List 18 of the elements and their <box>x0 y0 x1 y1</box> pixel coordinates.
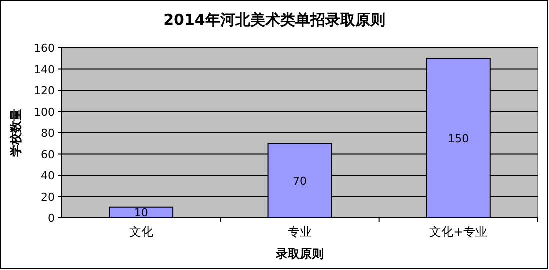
y-tick-label: 160 <box>34 42 55 55</box>
data-label: 70 <box>293 174 307 188</box>
y-tick-label: 0 <box>48 212 55 225</box>
y-tick-label: 60 <box>41 148 55 162</box>
x-tick-label: 文化+专业 <box>430 225 488 239</box>
chart-title: 2014年河北美术类单招录取原则 <box>164 11 386 29</box>
data-label: 10 <box>134 206 148 220</box>
x-tick-label: 文化 <box>129 225 154 239</box>
x-tick-label: 专业 <box>288 225 312 239</box>
y-axis-title: 学校数量 <box>9 109 23 157</box>
y-tick-label: 100 <box>34 106 55 119</box>
data-label: 150 <box>448 132 470 146</box>
y-tick-label: 140 <box>34 63 55 76</box>
y-tick-label: 120 <box>34 84 55 98</box>
y-tick-label: 20 <box>41 190 55 204</box>
y-tick-label: 40 <box>41 170 55 182</box>
y-tick-label: 80 <box>41 127 55 140</box>
x-axis-title: 录取原则 <box>275 247 324 261</box>
